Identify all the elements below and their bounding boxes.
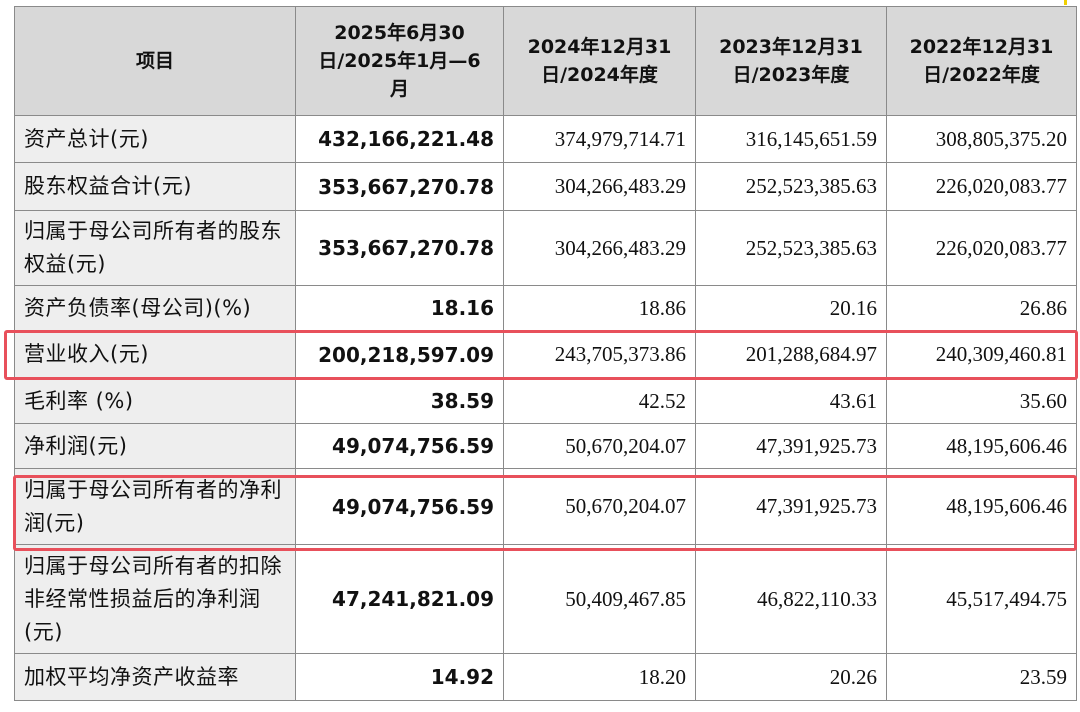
cell-value: 47,391,925.73	[695, 468, 887, 545]
cell-value: 26.86	[886, 285, 1077, 331]
cell-value: 42.52	[503, 378, 696, 424]
header-2022: 2022年12月31日/2022年度	[886, 6, 1077, 116]
row-label: 净利润(元)	[14, 423, 296, 469]
cell-value: 201,288,684.97	[695, 330, 887, 379]
table-row-highlighted: 归属于母公司所有者的净利润(元) 49,074,756.59 50,670,20…	[14, 468, 1077, 545]
cell-value: 353,667,270.78	[295, 162, 504, 211]
cell-value: 23.59	[886, 653, 1077, 701]
table-row: 资产负债率(母公司)(%) 18.16 18.86 20.16 26.86	[14, 285, 1077, 331]
cell-value: 316,145,651.59	[695, 115, 887, 163]
table-row: 毛利率 (%) 38.59 42.52 43.61 35.60	[14, 378, 1077, 424]
table-row-highlighted: 营业收入(元) 200,218,597.09 243,705,373.86 20…	[14, 330, 1077, 379]
header-2024: 2024年12月31日/2024年度	[503, 6, 696, 116]
cell-value: 50,670,204.07	[503, 468, 696, 545]
cell-value: 46,822,110.33	[695, 544, 887, 654]
cell-value: 20.16	[695, 285, 887, 331]
table-row: 加权平均净资产收益率 14.92 18.20 20.26 23.59	[14, 653, 1077, 701]
cell-value: 49,074,756.59	[295, 423, 504, 469]
cell-value: 252,523,385.63	[695, 210, 887, 286]
cell-value: 226,020,083.77	[886, 162, 1077, 211]
row-label: 加权平均净资产收益率	[14, 653, 296, 701]
table-row: 归属于母公司所有者的扣除非经常性损益后的净利润(元) 47,241,821.09…	[14, 544, 1077, 654]
cell-value: 18.16	[295, 285, 504, 331]
cell-value: 38.59	[295, 378, 504, 424]
cell-value: 432,166,221.48	[295, 115, 504, 163]
cell-value: 304,266,483.29	[503, 162, 696, 211]
cell-value: 48,195,606.46	[886, 423, 1077, 469]
row-label: 资产总计(元)	[14, 115, 296, 163]
header-item: 项目	[14, 6, 296, 116]
header-2023: 2023年12月31日/2023年度	[695, 6, 887, 116]
cell-value: 18.86	[503, 285, 696, 331]
cell-value: 50,670,204.07	[503, 423, 696, 469]
cell-value: 308,805,375.20	[886, 115, 1077, 163]
cell-value: 243,705,373.86	[503, 330, 696, 379]
cell-value: 20.26	[695, 653, 887, 701]
cell-value: 14.92	[295, 653, 504, 701]
cell-value: 18.20	[503, 653, 696, 701]
header-2025h1: 2025年6月30日/2025年1月—6月	[295, 6, 504, 116]
cell-value: 35.60	[886, 378, 1077, 424]
cell-value: 353,667,270.78	[295, 210, 504, 286]
row-label: 资产负债率(母公司)(%)	[14, 285, 296, 331]
table-row: 归属于母公司所有者的股东权益(元) 353,667,270.78 304,266…	[14, 210, 1077, 286]
table-row: 股东权益合计(元) 353,667,270.78 304,266,483.29 …	[14, 162, 1077, 211]
cell-value: 200,218,597.09	[295, 330, 504, 379]
cell-value: 50,409,467.85	[503, 544, 696, 654]
cell-value: 252,523,385.63	[695, 162, 887, 211]
row-label: 归属于母公司所有者的净利润(元)	[14, 468, 296, 545]
cell-value: 374,979,714.71	[503, 115, 696, 163]
financial-summary-table: 项目 2025年6月30日/2025年1月—6月 2024年12月31日/202…	[14, 6, 1077, 701]
cell-value: 226,020,083.77	[886, 210, 1077, 286]
cell-value: 47,241,821.09	[295, 544, 504, 654]
cell-value: 304,266,483.29	[503, 210, 696, 286]
table-header-row: 项目 2025年6月30日/2025年1月—6月 2024年12月31日/202…	[14, 6, 1077, 116]
cell-value: 48,195,606.46	[886, 468, 1077, 545]
row-label: 股东权益合计(元)	[14, 162, 296, 211]
financial-summary-table-wrap: 项目 2025年6月30日/2025年1月—6月 2024年12月31日/202…	[14, 6, 1077, 701]
row-label: 归属于母公司所有者的股东权益(元)	[14, 210, 296, 286]
table-row: 资产总计(元) 432,166,221.48 374,979,714.71 31…	[14, 115, 1077, 163]
cell-value: 240,309,460.81	[886, 330, 1077, 379]
corner-mark	[1064, 0, 1067, 5]
row-label: 营业收入(元)	[14, 330, 296, 379]
cell-value: 49,074,756.59	[295, 468, 504, 545]
cell-value: 45,517,494.75	[886, 544, 1077, 654]
row-label: 毛利率 (%)	[14, 378, 296, 424]
row-label: 归属于母公司所有者的扣除非经常性损益后的净利润(元)	[14, 544, 296, 654]
table-row: 净利润(元) 49,074,756.59 50,670,204.07 47,39…	[14, 423, 1077, 469]
cell-value: 47,391,925.73	[695, 423, 887, 469]
cell-value: 43.61	[695, 378, 887, 424]
